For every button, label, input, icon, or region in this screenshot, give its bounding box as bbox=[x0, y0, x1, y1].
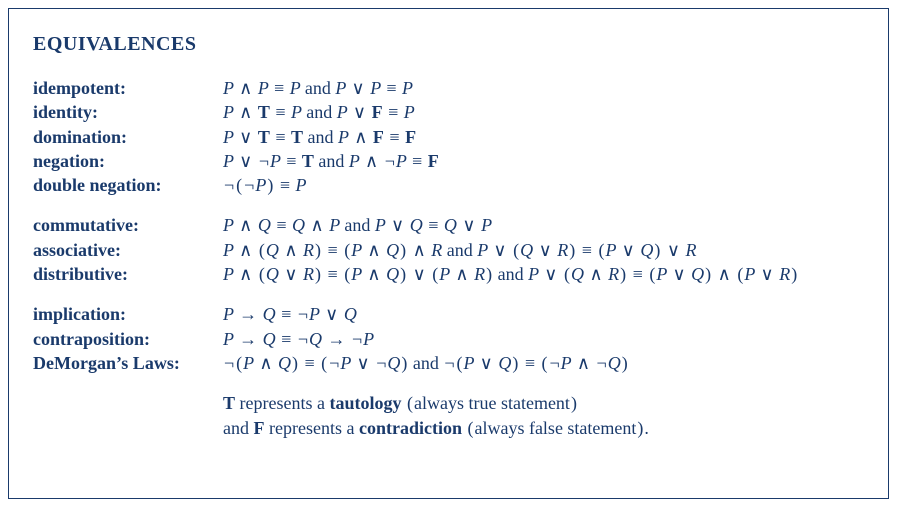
label-identity: identity: bbox=[33, 100, 223, 124]
formula-associative: P ∧ (Q ∧ R) ≡ (P ∧ Q) ∧ R and P ∨ (Q ∨ R… bbox=[223, 238, 697, 262]
label-commutative: commutative: bbox=[33, 213, 223, 237]
row-distributive: distributive: P ∧ (Q ∨ R) ≡ (P ∧ Q) ∨ (P… bbox=[33, 262, 864, 286]
formula-idempotent: P ∧ P ≡ P and P ∨ P ≡ P bbox=[223, 76, 413, 100]
row-associative: associative: P ∧ (Q ∧ R) ≡ (P ∧ Q) ∧ R a… bbox=[33, 238, 864, 262]
note-contradiction: and F represents a contradiction (always… bbox=[223, 416, 864, 440]
label-double-negation: double negation: bbox=[33, 173, 223, 197]
equivalences-box: EQUIVALENCES idempotent: P ∧ P ≡ P and P… bbox=[8, 8, 889, 499]
formula-distributive: P ∧ (Q ∨ R) ≡ (P ∧ Q) ∨ (P ∧ R) and P ∨ … bbox=[223, 262, 798, 286]
label-negation: negation: bbox=[33, 149, 223, 173]
formula-double-negation: ¬(¬P) ≡ P bbox=[223, 173, 306, 197]
label-demorgan: DeMorgan’s Laws: bbox=[33, 351, 223, 375]
label-domination: domination: bbox=[33, 125, 223, 149]
formula-commutative: P ∧ Q ≡ Q ∧ P and P ∨ Q ≡ Q ∨ P bbox=[223, 213, 492, 237]
formula-contraposition: P → Q ≡ ¬Q → ¬P bbox=[223, 327, 374, 351]
page: EQUIVALENCES idempotent: P ∧ P ≡ P and P… bbox=[0, 0, 897, 507]
row-implication: implication: P → Q ≡ ¬P ∨ Q bbox=[33, 302, 864, 326]
group-basic: idempotent: P ∧ P ≡ P and P ∨ P ≡ P iden… bbox=[33, 76, 864, 197]
formula-implication: P → Q ≡ ¬P ∨ Q bbox=[223, 302, 357, 326]
formula-identity: P ∧ T ≡ P and P ∨ F ≡ P bbox=[223, 100, 415, 124]
row-identity: identity: P ∧ T ≡ P and P ∨ F ≡ P bbox=[33, 100, 864, 124]
row-domination: domination: P ∨ T ≡ T and P ∧ F ≡ F bbox=[33, 125, 864, 149]
group-structural: commutative: P ∧ Q ≡ Q ∧ P and P ∨ Q ≡ Q… bbox=[33, 213, 864, 286]
row-contraposition: contraposition: P → Q ≡ ¬Q → ¬P bbox=[33, 327, 864, 351]
row-negation: negation: P ∨ ¬P ≡ T and P ∧ ¬P ≡ F bbox=[33, 149, 864, 173]
notes: T represents a tautology (always true st… bbox=[223, 391, 864, 440]
label-implication: implication: bbox=[33, 302, 223, 326]
row-commutative: commutative: P ∧ Q ≡ Q ∧ P and P ∨ Q ≡ Q… bbox=[33, 213, 864, 237]
label-associative: associative: bbox=[33, 238, 223, 262]
label-idempotent: idempotent: bbox=[33, 76, 223, 100]
label-distributive: distributive: bbox=[33, 262, 223, 286]
row-double-negation: double negation: ¬(¬P) ≡ P bbox=[33, 173, 864, 197]
title: EQUIVALENCES bbox=[33, 31, 864, 58]
row-demorgan: DeMorgan’s Laws: ¬(P ∧ Q) ≡ (¬P ∨ ¬Q) an… bbox=[33, 351, 864, 375]
formula-negation: P ∨ ¬P ≡ T and P ∧ ¬P ≡ F bbox=[223, 149, 439, 173]
formula-domination: P ∨ T ≡ T and P ∧ F ≡ F bbox=[223, 125, 416, 149]
label-contraposition: contraposition: bbox=[33, 327, 223, 351]
group-implication: implication: P → Q ≡ ¬P ∨ Q contrapositi… bbox=[33, 302, 864, 375]
formula-demorgan: ¬(P ∧ Q) ≡ (¬P ∨ ¬Q) and ¬(P ∨ Q) ≡ (¬P … bbox=[223, 351, 629, 375]
note-tautology: T represents a tautology (always true st… bbox=[223, 391, 864, 415]
row-idempotent: idempotent: P ∧ P ≡ P and P ∨ P ≡ P bbox=[33, 76, 864, 100]
